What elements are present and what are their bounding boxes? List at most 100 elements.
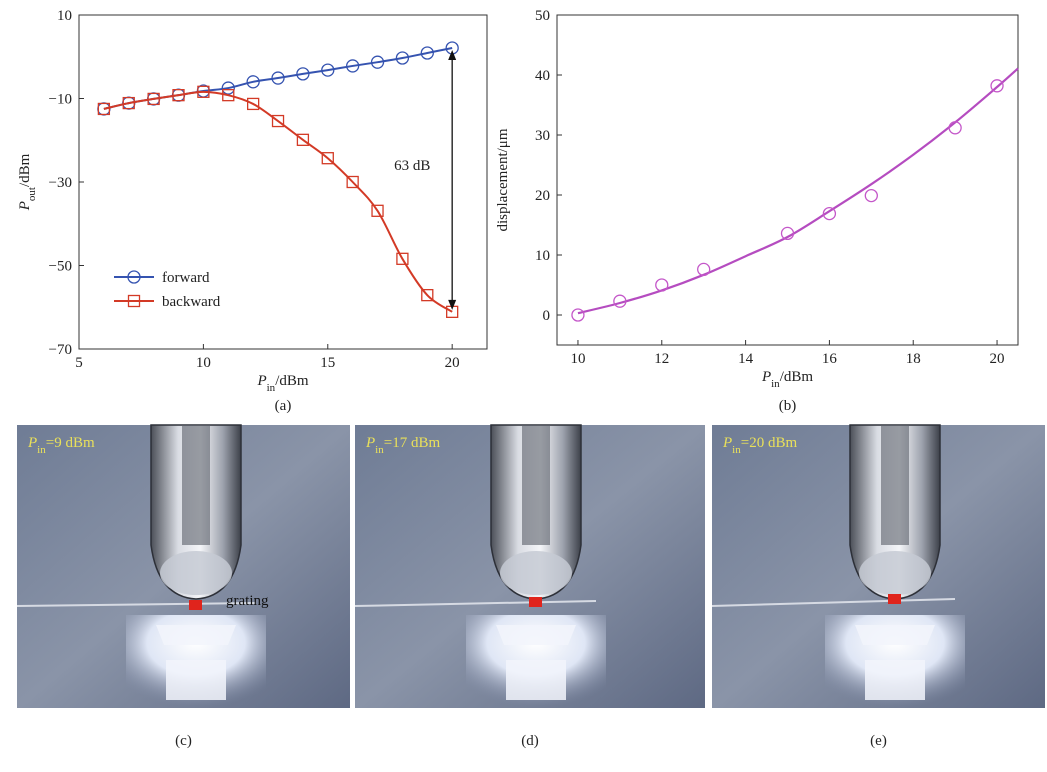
marker xyxy=(246,97,260,111)
x-tick-label: 15 xyxy=(320,355,335,371)
marker xyxy=(396,252,409,265)
x-tick-label: 10 xyxy=(196,355,211,371)
panel-label: (c) xyxy=(175,733,192,749)
marker xyxy=(395,51,410,65)
marker xyxy=(197,85,210,98)
base-structure xyxy=(496,625,576,700)
power-label: Pin=9 dBm xyxy=(27,435,95,456)
power-label-part: P xyxy=(722,435,732,451)
y-tick-label: 10 xyxy=(57,8,72,24)
holder-tip xyxy=(859,551,931,595)
marker xyxy=(948,121,962,135)
x-tick-label: 16 xyxy=(822,351,838,367)
y-tick-label: 50 xyxy=(535,8,550,24)
x-axis-label-part: in xyxy=(771,378,780,390)
y-tick-label: 30 xyxy=(535,128,550,144)
marker xyxy=(420,46,434,60)
x-axis-label-part: P xyxy=(761,369,771,385)
arrow-head xyxy=(448,49,457,60)
y-tick-label: −70 xyxy=(49,342,72,358)
photo-panel: Pin=20 dBm xyxy=(711,424,1045,708)
legend-marker xyxy=(127,294,141,308)
power-label-part: =9 dBm xyxy=(46,435,95,451)
marker xyxy=(172,89,185,102)
fiber xyxy=(16,602,257,607)
power-label-part: in xyxy=(732,444,741,456)
power-label-part: in xyxy=(375,444,384,456)
y-tick-label: 40 xyxy=(535,68,550,84)
marker xyxy=(296,67,310,81)
marker xyxy=(321,63,335,77)
marker xyxy=(122,96,135,110)
marker xyxy=(780,226,795,241)
power-label-part: =20 dBm xyxy=(741,435,798,451)
y-axis-label-part: out xyxy=(26,187,38,201)
y-tick-label: 10 xyxy=(535,248,550,264)
marker xyxy=(571,308,585,322)
series-line xyxy=(103,90,453,313)
marker xyxy=(321,152,334,165)
y-tick-label: 20 xyxy=(535,188,550,204)
grating-label: grating xyxy=(226,593,269,609)
x-tick-label: 20 xyxy=(445,355,460,371)
panel-label: (e) xyxy=(870,733,887,749)
marker xyxy=(221,81,235,95)
plot-frame xyxy=(78,14,488,350)
y-tick-label: −50 xyxy=(49,259,72,275)
grating-marker xyxy=(529,597,542,607)
y-tick-label: −30 xyxy=(49,175,72,191)
x-tick-label: 20 xyxy=(990,351,1005,367)
power-label: Pin=17 dBm xyxy=(365,435,440,456)
marker xyxy=(147,92,160,106)
photo-panel: Pin=17 dBm xyxy=(354,424,705,708)
base-structure xyxy=(855,625,935,700)
panel-label: (a) xyxy=(275,398,292,414)
x-tick-label: 10 xyxy=(570,351,585,367)
photo-panel: Pin=9 dBm grating xyxy=(16,424,350,708)
legend-label: backward xyxy=(162,294,221,310)
holder-slot xyxy=(182,425,210,545)
marker xyxy=(613,294,627,308)
x-tick-label: 12 xyxy=(654,351,669,367)
x-axis-label: Pin/dBm xyxy=(761,369,813,390)
y-tick-label: 0 xyxy=(543,308,551,324)
marker xyxy=(371,204,384,217)
power-label-part: P xyxy=(365,435,375,451)
x-axis-label-part: P xyxy=(256,373,266,389)
marker xyxy=(370,55,385,69)
y-axis-label-part: P xyxy=(17,201,33,211)
holder-tip xyxy=(160,551,232,595)
marker xyxy=(296,133,310,146)
holder-tip xyxy=(500,551,572,595)
power-label: Pin=20 dBm xyxy=(722,435,797,456)
y-axis-label-part: displacement/μm xyxy=(495,128,511,231)
y-axis-label: displacement/μm xyxy=(495,128,511,231)
marker xyxy=(246,75,260,89)
power-label-part: P xyxy=(27,435,37,451)
x-tick-label: 5 xyxy=(75,355,83,371)
y-tick-label: −10 xyxy=(49,92,72,108)
series-line xyxy=(103,47,453,110)
fiber xyxy=(711,598,956,607)
x-axis-label-part: in xyxy=(267,382,276,394)
holder-slot xyxy=(881,425,909,545)
marker xyxy=(655,278,669,292)
marker xyxy=(222,89,235,102)
holder-slot xyxy=(522,425,550,545)
marker xyxy=(346,59,360,73)
chart: 10 12 14 16 18 20 0 10 20 30 40 50 Pin/dBm displaceme… xyxy=(495,8,1019,414)
plot-frame xyxy=(556,14,1019,346)
marker xyxy=(697,262,711,277)
panel-label: (b) xyxy=(779,398,797,414)
grating-marker xyxy=(888,594,901,604)
marker xyxy=(271,71,285,85)
panel-label: (d) xyxy=(521,733,539,749)
marker xyxy=(990,79,1004,93)
chart: 5 10 15 20−70−50−30−1010Pin/dBmPout/dBm(a)f… xyxy=(17,8,488,414)
x-axis-label: Pin/dBm xyxy=(256,373,308,394)
legend-label: forward xyxy=(162,270,210,286)
marker xyxy=(97,102,111,116)
x-tick-label: 18 xyxy=(906,351,921,367)
base-structure xyxy=(156,625,236,700)
